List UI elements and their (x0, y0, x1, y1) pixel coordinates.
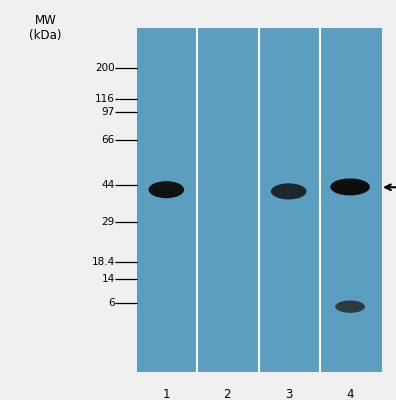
Text: 66: 66 (102, 135, 115, 145)
Ellipse shape (330, 178, 370, 196)
Text: 3: 3 (285, 388, 292, 400)
Text: 2: 2 (224, 388, 231, 400)
Text: 116: 116 (95, 94, 115, 104)
Text: 1: 1 (163, 388, 170, 400)
Text: 29: 29 (102, 217, 115, 227)
Text: 4: 4 (346, 388, 354, 400)
Ellipse shape (335, 300, 365, 313)
Text: 97: 97 (102, 107, 115, 117)
Text: 14: 14 (102, 274, 115, 284)
Text: 6: 6 (108, 298, 115, 308)
Text: 18.4: 18.4 (91, 257, 115, 267)
Ellipse shape (148, 181, 184, 198)
Text: 200: 200 (95, 62, 115, 72)
Text: MW
(kDa): MW (kDa) (29, 14, 62, 42)
Text: 44: 44 (102, 180, 115, 190)
Ellipse shape (271, 183, 307, 200)
Bar (137, 28, 382, 372)
